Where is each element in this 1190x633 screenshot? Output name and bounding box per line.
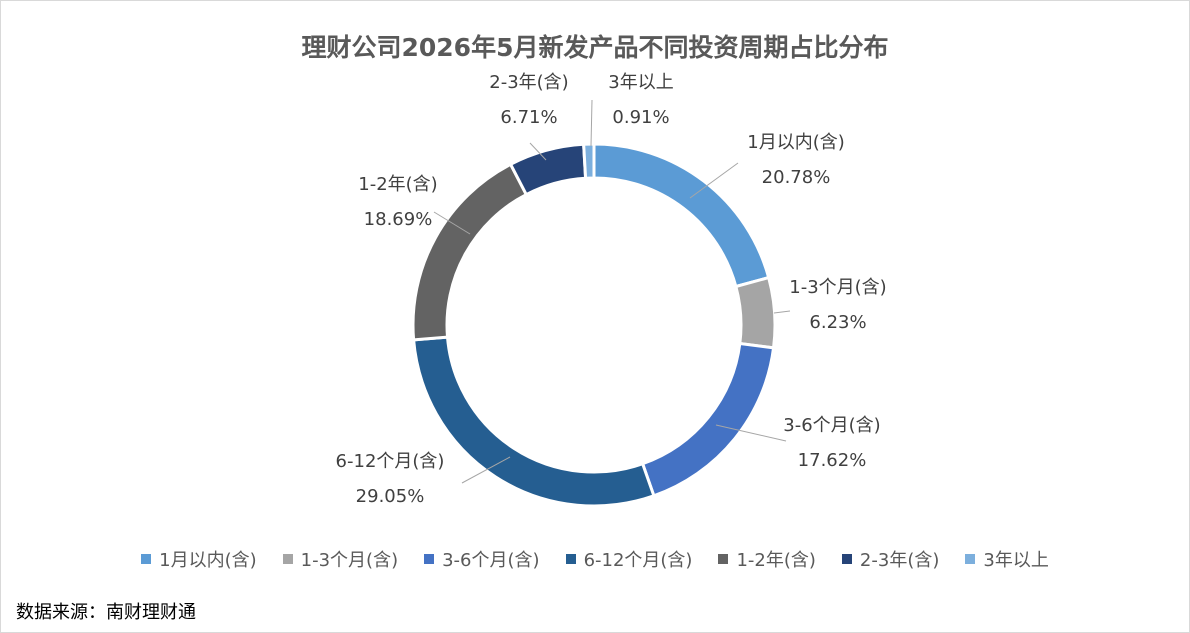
legend-swatch [965,554,976,564]
leader-line [461,456,511,484]
leader-line [433,211,471,235]
donut-slice [640,341,776,498]
legend-item: 6-12个月(含) [565,546,693,572]
slice-category-label: 6-12个月(含) [336,451,445,472]
legend-label: 3-6个月(含) [442,550,540,571]
legend-item: 2-3年(含) [841,546,940,572]
legend-label: 1月以内(含) [159,550,257,571]
chart-legend: 1月以内(含) 1-3个月(含) 3-6个月(含) 6-12个月(含) 1-2年(含) 2… [0,546,1190,572]
leader-line [689,162,739,199]
slice-percent-label: 18.69% [364,209,433,230]
legend-swatch [718,554,729,564]
leader-line [590,99,593,147]
slice-percent-label: 29.05% [356,486,425,507]
leader-line [715,424,787,442]
slice-category-label: 2-3年(含) [489,72,568,93]
legend-swatch [841,554,852,564]
legend-item: 1-2年(含) [718,546,816,572]
legend-label: 6-12个月(含) [583,550,693,571]
legend-swatch [282,554,293,564]
legend-item: 3-6个月(含) [424,546,540,572]
slice-percent-label: 6.23% [809,312,866,333]
donut-slice [592,142,771,289]
chart-title: 理财公司2026年5月新发产品不同投资周期占比分布 [301,33,889,62]
legend-item: 1-3个月(含) [282,546,399,572]
slice-percent-label: 20.78% [762,167,831,188]
legend-swatch [424,554,435,564]
slice-percent-label: 17.62% [798,450,867,471]
legend-label: 2-3年(含) [859,550,940,571]
slice-category-label: 1-2年(含) [358,174,437,195]
slice-percent-label: 0.91% [612,107,669,128]
slice-category-label: 3年以上 [608,72,673,93]
legend-item: 3年以上 [965,546,1049,572]
legend-item: 1月以内(含) [141,546,257,572]
leader-line [529,142,547,161]
donut-slice [411,335,656,508]
legend-label: 1-2年(含) [736,550,816,571]
source-note: 数据来源：南财理财通 [16,602,196,623]
donut-slice [582,142,596,180]
donut-slice [508,142,588,197]
legend-label: 1-3个月(含) [300,550,399,571]
slice-category-label: 1-3个月(含) [789,277,886,298]
legend-swatch [141,554,152,564]
slice-category-label: 1月以内(含) [747,132,845,153]
legend-swatch [565,554,576,564]
legend-label: 3年以上 [983,550,1049,571]
slice-percent-label: 6.71% [500,107,557,128]
leader-line [773,310,791,314]
slice-category-label: 3-6个月(含) [783,415,880,436]
donut-slice [734,275,777,350]
